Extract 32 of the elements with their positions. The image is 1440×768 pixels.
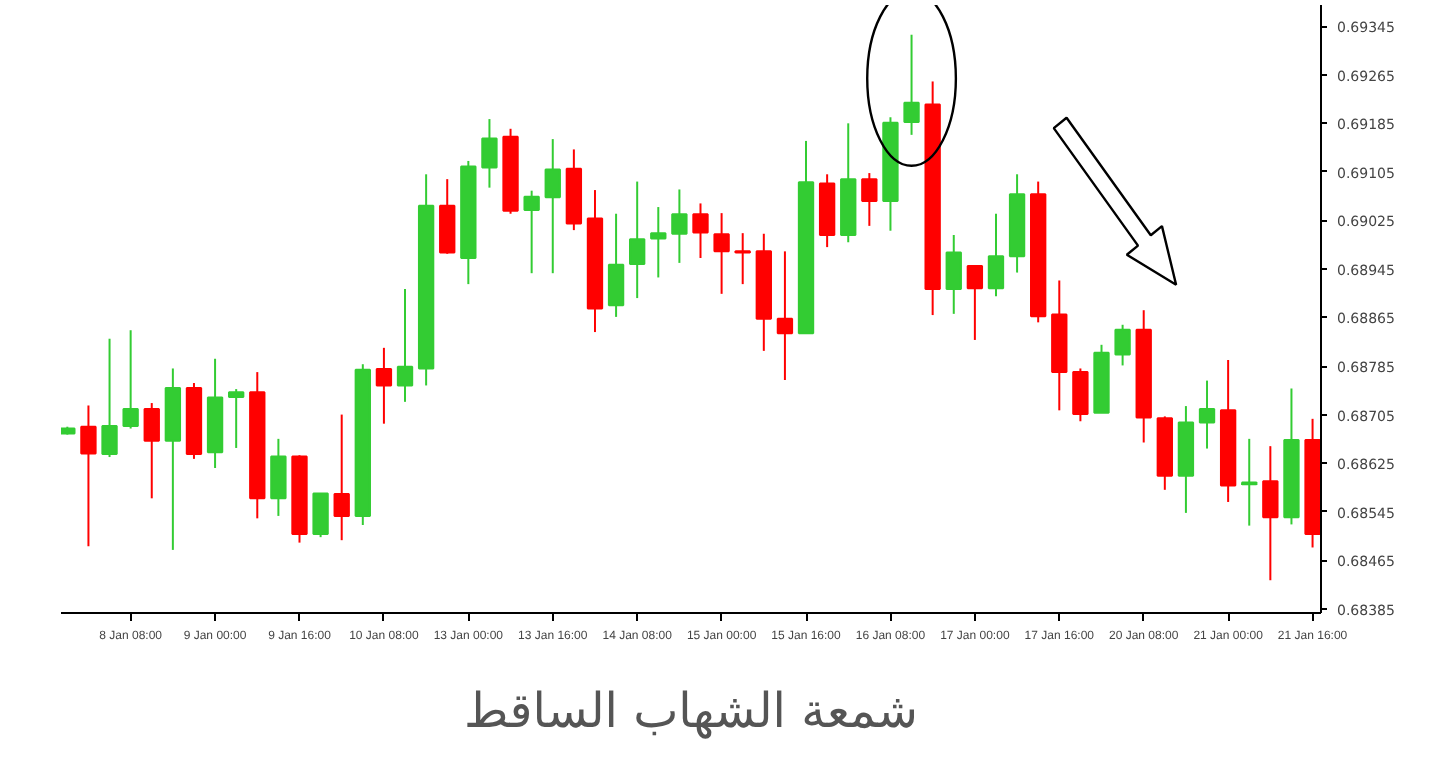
- text: شمعة الشهاب الساقط: [464, 683, 919, 739]
- candlestick: [692, 202, 709, 260]
- candlestick: [101, 337, 118, 459]
- candlestick: [650, 206, 667, 279]
- candlestick: [987, 212, 1005, 298]
- candlestick: [776, 250, 794, 381]
- candlestick: [671, 188, 688, 264]
- candlestick: [1072, 367, 1089, 423]
- candlestick: [607, 212, 625, 318]
- candlestick: [312, 492, 329, 539]
- candlestick: [523, 189, 540, 275]
- candlestick: [1198, 379, 1216, 450]
- candlestick: [122, 329, 139, 430]
- candlestick: [1114, 323, 1131, 367]
- candlestick: [396, 287, 414, 403]
- candlestick: [629, 180, 646, 300]
- candlestick: [439, 178, 456, 255]
- candlestick: [1262, 445, 1279, 582]
- candlestick: [713, 212, 730, 295]
- candlestick: [143, 402, 160, 500]
- candlestick: [228, 388, 245, 449]
- candlestick: [80, 404, 97, 548]
- candlestick: [333, 413, 350, 542]
- candlestick: [481, 118, 498, 189]
- candlestick: [375, 346, 393, 425]
- candlestick: [903, 33, 920, 136]
- candlestick: [966, 264, 984, 341]
- candlestick: [270, 437, 287, 517]
- candlestick: [544, 138, 561, 275]
- candlestick: [861, 172, 878, 227]
- candlestick: [945, 233, 962, 315]
- candlestick: [734, 232, 751, 286]
